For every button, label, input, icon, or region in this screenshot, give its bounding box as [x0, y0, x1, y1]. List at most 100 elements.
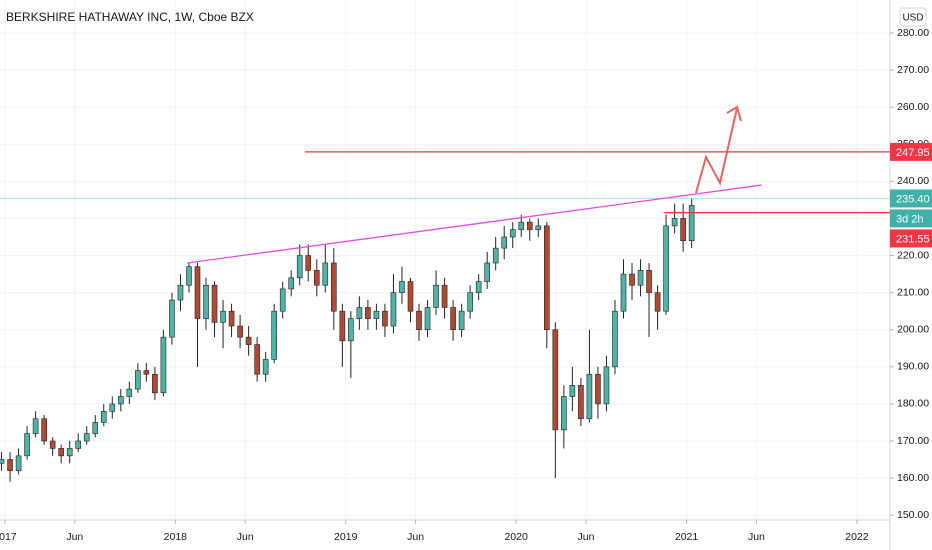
y-tick-label: 160.00 — [897, 472, 929, 484]
x-tick-label: 2018 — [164, 531, 188, 543]
y-tick-label: 200.00 — [897, 324, 929, 336]
candle-body — [424, 307, 431, 331]
candle-body — [680, 218, 686, 242]
candle-body — [313, 270, 320, 286]
candle-body — [288, 277, 295, 290]
candle-body — [382, 310, 388, 327]
level-label-box — [890, 229, 932, 248]
chart-title: BERKSHIRE HATHAWAY INC, 1W, Cboe BZX — [6, 10, 254, 24]
candle-body — [450, 307, 456, 331]
candle-body — [220, 310, 226, 323]
candle-body — [373, 310, 380, 319]
candle-body — [331, 262, 337, 312]
candle-body — [186, 266, 192, 286]
projection-arrow — [695, 107, 738, 194]
candle-body — [646, 270, 652, 293]
candle-body — [518, 221, 525, 230]
candle-body — [305, 255, 312, 271]
candle-body — [348, 318, 354, 342]
candle-body — [688, 205, 695, 242]
candle-body — [126, 388, 133, 397]
countdown-label: 3d 2h — [896, 213, 924, 225]
level-label-box — [890, 142, 932, 161]
candle-body — [203, 284, 209, 319]
candle-body — [620, 273, 627, 312]
x-tick-label: 2022 — [845, 531, 869, 543]
candle-body — [83, 433, 90, 442]
candle-body — [211, 284, 218, 323]
candle-body — [0, 459, 5, 464]
y-tick-label: 170.00 — [897, 435, 929, 447]
plot-area — [0, 184, 890, 482]
level-label: 247.95 — [896, 147, 930, 159]
y-tick-label: 210.00 — [897, 286, 929, 298]
candle-body — [407, 281, 414, 312]
y-tick-label: 180.00 — [897, 398, 929, 410]
level-label: 231.55 — [896, 233, 930, 245]
x-tick-label: 2017 — [0, 531, 17, 543]
x-tick-label: 2021 — [675, 531, 699, 543]
candle-body — [279, 288, 286, 312]
currency: USD — [902, 13, 923, 24]
candle-body — [169, 299, 175, 338]
candle-body — [356, 307, 363, 319]
candle-body — [467, 292, 473, 312]
candle-body — [92, 422, 99, 434]
currency-box[interactable] — [899, 7, 927, 27]
candle-body — [118, 396, 124, 405]
candle-body — [75, 440, 82, 449]
candle-body — [441, 284, 448, 308]
last-price-label: 235.40 — [896, 193, 930, 205]
candle-body — [569, 385, 576, 397]
candle-body — [552, 329, 559, 431]
y-tick-label: 280.00 — [897, 27, 929, 39]
candle-body — [586, 373, 593, 420]
candle-body — [15, 455, 22, 471]
candle-body — [66, 448, 73, 457]
candle-body — [160, 336, 167, 394]
candle-body — [526, 221, 533, 230]
candle-body — [492, 247, 499, 264]
y-tick-label: 220.00 — [897, 249, 929, 261]
x-tick-label: Jun — [66, 531, 83, 543]
candle-body — [629, 273, 635, 286]
candle-body — [654, 292, 661, 312]
candle-body — [390, 292, 397, 327]
candle-body — [637, 270, 644, 286]
trendline — [187, 184, 762, 264]
candle-body — [245, 336, 252, 345]
candle-body — [58, 448, 64, 457]
candle-body — [663, 225, 669, 312]
candle-body — [143, 370, 150, 375]
candle-body — [458, 310, 465, 331]
candle-body — [322, 262, 329, 286]
x-tick-label: Jun — [407, 531, 424, 543]
candle-body — [561, 396, 567, 431]
y-tick-label: 150.00 — [897, 509, 929, 521]
candle-body — [296, 255, 303, 279]
x-tick-label: Jun — [237, 531, 254, 543]
candle-body — [271, 310, 277, 360]
candle-body — [365, 307, 371, 319]
countdown-label-box — [890, 209, 932, 228]
candle-body — [535, 225, 542, 230]
arrow-head — [726, 105, 742, 122]
candle-body — [41, 418, 47, 442]
candle-body — [109, 403, 116, 412]
candle-body — [509, 229, 516, 238]
candle-body — [262, 359, 269, 375]
x-tick-label: 2020 — [504, 531, 528, 543]
candle-body — [595, 373, 601, 405]
candle-body — [177, 284, 184, 301]
candle-body — [7, 459, 13, 471]
y-tick-label: 240.00 — [897, 175, 929, 187]
candle-body — [194, 266, 201, 319]
candle-body — [339, 310, 346, 342]
last-price-label-box — [890, 189, 932, 208]
candle-body — [475, 281, 482, 293]
candle-body — [484, 262, 490, 282]
candle-body — [49, 440, 56, 449]
candle-body — [433, 284, 439, 308]
candle-body — [135, 370, 141, 390]
x-tick-label: Jun — [748, 531, 765, 543]
